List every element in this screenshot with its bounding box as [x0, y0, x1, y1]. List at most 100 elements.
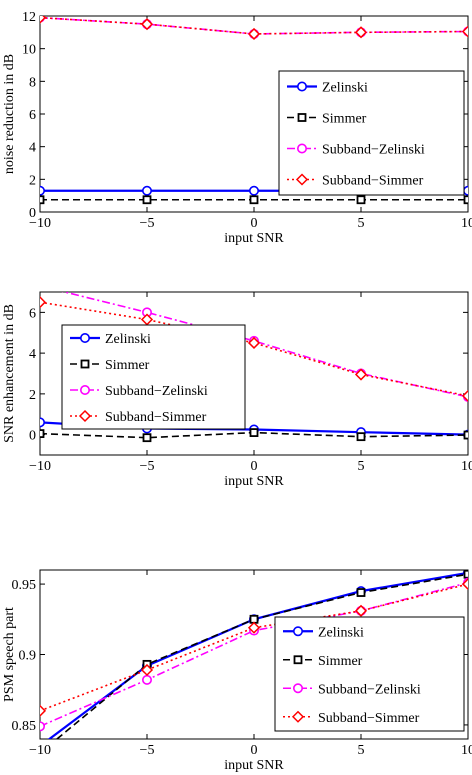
data-point-series-4 [461, 25, 468, 38]
y-tick-label: 0.85 [12, 719, 37, 734]
legend-label: Subband−Zelinski [322, 143, 425, 158]
data-point-series-4 [354, 26, 368, 39]
y-axis-title: noise reduction in dB [2, 54, 17, 174]
legend-marker [80, 359, 90, 369]
legend-marker [292, 683, 303, 694]
data-point-series-3 [142, 674, 153, 685]
data-point-series-1 [40, 185, 45, 196]
x-tick-label: 0 [251, 459, 258, 474]
legend: Zelinski Simmer Subband−Zelinski Subband−Si… [274, 616, 465, 732]
data-point-series-3 [36, 282, 44, 290]
legend-marker [78, 409, 92, 423]
plot-area [40, 570, 468, 739]
series-line-3 [40, 581, 468, 728]
legend-box [61, 324, 246, 430]
y-tick-label: 12 [22, 10, 36, 25]
legend-marker [80, 384, 91, 395]
x-axis-title: input SNR [224, 231, 284, 246]
legend-label: Simmer [318, 654, 363, 669]
legend-marker [296, 81, 307, 92]
data-point-series-4 [247, 336, 261, 349]
legend-label: Subband−Simmer [318, 711, 420, 726]
legend-label: Zelinski [318, 625, 364, 640]
y-tick-label: 10 [22, 43, 36, 58]
y-tick-label: 6 [29, 108, 36, 123]
data-point-series-4 [461, 578, 468, 591]
data-point-series-1 [463, 185, 468, 196]
y-tick-label: 0 [29, 429, 36, 444]
x-tick-label: 0 [251, 216, 258, 231]
legend-box [274, 616, 465, 732]
x-tick-label: 5 [358, 459, 365, 474]
y-tick-label: 4 [29, 347, 36, 362]
chart-panel-3: −10 −5 0 5 10 0.85 0.9 0.95 input SNR PSM speech … [2, 569, 472, 773]
data-point-series-2 [463, 570, 468, 579]
data-point-series-4 [140, 313, 154, 326]
x-axis-title: input SNR [224, 474, 284, 489]
data-point-series-4 [247, 621, 261, 634]
x-tick-label: 10 [461, 743, 472, 758]
data-point-series-3 [40, 721, 45, 732]
data-point-series-2 [356, 588, 366, 597]
series-line-4 [40, 301, 468, 397]
data-point-series-4 [247, 27, 261, 41]
y-axis-title: SNR enhancement in dB [2, 304, 17, 443]
data-point-series-2 [40, 429, 45, 439]
x-tick-label: 10 [461, 459, 472, 474]
data-point-series-4 [140, 663, 154, 677]
chart-panel-2: −10 −5 0 5 10 0 2 4 6 input SNR SNR enhancement in… [2, 282, 472, 489]
legend-label: Subband−Simmer [322, 174, 424, 189]
x-tick-label: 5 [358, 216, 365, 231]
legend: Zelinski Simmer Subband−Zelinski Subband−Si… [278, 70, 465, 196]
y-tick-label: 4 [29, 141, 36, 156]
chart-panel-1: −10 −5 0 5 10 0 2 4 6 8 10 12 input SNR noise reducti… [2, 10, 472, 246]
data-point-series-1 [249, 185, 260, 196]
data-point-series-4 [354, 604, 368, 617]
legend-marker [295, 173, 309, 186]
data-point-series-2 [142, 433, 152, 443]
legend-label: Subband−Zelinski [105, 384, 208, 399]
x-tick-label: −10 [29, 216, 51, 231]
legend-label: Subband−Zelinski [318, 682, 421, 697]
data-point-series-2 [463, 430, 468, 440]
x-tick-label: −5 [140, 216, 155, 231]
y-tick-label: 8 [29, 75, 36, 90]
x-tick-label: 5 [358, 743, 365, 758]
data-point-series-2 [142, 195, 152, 205]
legend-label: Simmer [322, 112, 367, 127]
legend-marker [291, 710, 305, 723]
legend-label: Subband−Simmer [105, 410, 207, 425]
x-tick-label: −10 [29, 459, 51, 474]
x-tick-label: −5 [140, 459, 155, 474]
data-point-series-2 [463, 195, 468, 205]
data-point-series-4 [40, 16, 47, 24]
data-point-series-1 [142, 185, 153, 196]
data-point-series-4 [354, 368, 368, 381]
legend: Zelinski Simmer Subband−Zelinski Subband−Si… [61, 324, 246, 430]
x-tick-label: 10 [461, 216, 472, 231]
legend-marker [292, 626, 303, 637]
legend-marker [80, 332, 91, 343]
x-tick-label: −5 [140, 743, 155, 758]
data-point-series-4 [40, 704, 47, 717]
data-point-series-4 [40, 296, 47, 309]
x-axis-title: input SNR [224, 758, 284, 773]
data-point-series-2 [249, 428, 259, 437]
series-line-4 [40, 16, 468, 35]
data-point-series-1 [40, 417, 45, 428]
legend-box [278, 70, 465, 196]
y-tick-label: 2 [29, 173, 36, 188]
y-tick-label: 0.95 [12, 578, 37, 593]
data-point-series-4 [140, 18, 154, 31]
x-tick-label: −10 [29, 743, 51, 758]
data-point-series-2 [249, 195, 259, 205]
y-axis-title: PSM speech part [2, 607, 17, 702]
data-point-series-2 [40, 195, 45, 205]
data-point-series-2 [356, 432, 366, 442]
series-line-4 [40, 583, 468, 712]
legend-marker [297, 113, 307, 122]
legend-marker [293, 655, 303, 665]
x-tick-label: 0 [251, 743, 258, 758]
data-point-series-2 [356, 195, 366, 205]
